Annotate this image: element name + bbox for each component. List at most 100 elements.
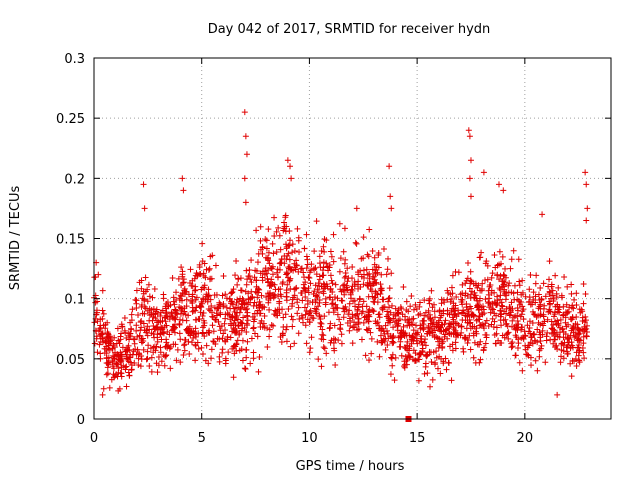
y-tick-label: 0.2 [64,172,85,187]
data-point [314,286,321,293]
data-point [415,377,422,384]
data-point [297,290,304,297]
data-point [573,349,580,356]
data-point [353,205,360,212]
data-point [515,256,522,263]
data-point [493,330,500,337]
data-point [433,354,440,361]
data-point [241,304,248,311]
data-point [307,267,314,274]
data-point [464,339,471,346]
data-point [130,348,137,355]
data-point [342,270,349,277]
data-point [329,280,336,287]
data-point [279,279,286,286]
data-point [563,323,570,330]
data-point [567,345,574,352]
data-point [196,264,203,271]
data-point [375,311,382,318]
data-point [420,317,427,324]
data-point [541,318,548,325]
data-point [255,368,262,375]
data-point [153,360,160,367]
data-point [496,276,503,283]
data-point [247,360,254,367]
data-point [146,326,153,333]
data-point [119,323,126,330]
data-point [327,320,334,327]
data-point [181,347,188,354]
data-point [370,298,377,305]
data-point [346,300,353,307]
data-point [256,353,263,360]
data-point [327,248,334,255]
data-point [418,339,425,346]
data-point [478,309,485,316]
data-point [534,367,541,374]
data-point [192,287,199,294]
data-point [344,278,351,285]
data-point [476,322,483,329]
data-point [497,307,504,314]
data-point [254,307,261,314]
data-point [498,339,505,346]
data-point [528,334,535,341]
data-point [151,286,158,293]
data-point [310,315,317,322]
data-point [404,356,411,363]
data-point [281,223,288,230]
data-point [285,305,292,312]
data-point [183,317,190,324]
data-point [558,292,565,299]
data-point [158,325,165,332]
data-point [127,319,134,326]
data-point [449,290,456,297]
data-point [153,317,160,324]
data-point [503,321,510,328]
data-point [279,306,286,313]
data-point [366,357,373,364]
data-point [438,340,445,347]
data-point [522,346,529,353]
data-point [329,296,336,303]
data-point [321,313,328,320]
data-point [223,304,230,311]
data-point [554,391,561,398]
data-point [148,311,155,318]
data-point [122,366,129,373]
data-point [223,295,230,302]
data-point [465,308,472,315]
data-point [244,276,251,283]
data-point [376,353,383,360]
data-point [464,293,471,300]
data-point [271,214,278,221]
data-point [220,272,227,279]
data-point [524,322,531,329]
data-point [545,309,552,316]
data-point [208,346,215,353]
data-point [473,325,480,332]
data-point [508,256,515,263]
data-point [294,296,301,303]
data-point [419,348,426,355]
data-point [560,303,567,310]
data-point [550,313,557,320]
data-point [167,365,174,372]
data-point [100,385,107,392]
data-point [320,272,327,279]
data-point [517,298,524,305]
data-point [149,294,156,301]
data-point [562,319,569,326]
data-point [176,330,183,337]
data-point [190,335,197,342]
data-point [410,315,417,322]
data-point [208,355,215,362]
data-point [388,205,395,212]
data-point [458,329,465,336]
data-point [231,342,238,349]
data-point [166,331,173,338]
data-point [304,261,311,268]
data-point [465,127,472,134]
data-point [364,279,371,286]
data-point [423,353,430,360]
